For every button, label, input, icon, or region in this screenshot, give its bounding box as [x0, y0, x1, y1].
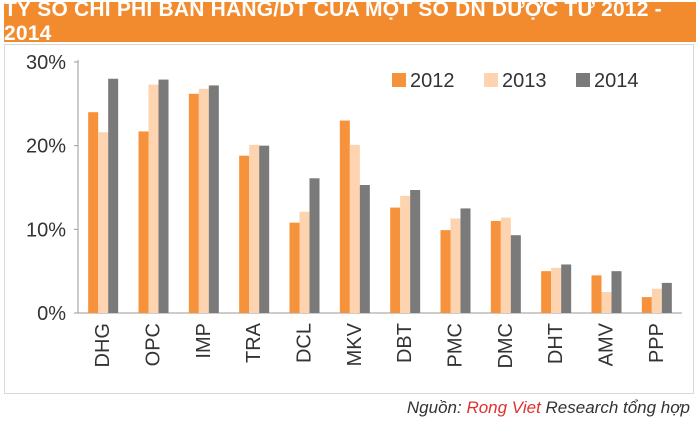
source-note: Nguồn: Rong Viet Research tổng hợp	[407, 398, 690, 418]
bar-dmc-2012	[490, 220, 501, 313]
legend-label-2012: 2012	[410, 70, 455, 92]
source-suffix: Research tổng hợp	[540, 398, 690, 417]
bar-dhg-2014	[108, 78, 119, 313]
bar-ppp-2014	[661, 282, 672, 313]
bar-pmc-2013	[450, 218, 461, 313]
bar-dhg-2013	[98, 132, 109, 313]
bar-ppp-2012	[641, 297, 652, 313]
x-tick-label: PMC	[445, 323, 467, 367]
chart-title-bar: TỶ SỐ CHI PHÍ BÁN HÀNG/DT CỦA MỘT SỐ DN …	[4, 0, 696, 45]
x-tick-label: TRA	[243, 322, 265, 363]
x-tick-label: DBT	[394, 323, 416, 363]
bar-dbt-2012	[390, 207, 401, 313]
bar-opc-2013	[148, 84, 159, 313]
source-brand: Rong Viet	[466, 398, 541, 417]
y-tick-label: 20%	[26, 136, 66, 158]
legend-label-2013: 2013	[502, 70, 547, 92]
bar-amv-2013	[601, 292, 612, 313]
bar-mkv-2013	[349, 144, 360, 313]
legend-swatch-2014	[576, 73, 590, 87]
bar-tra-2013	[249, 144, 260, 313]
bar-mkv-2014	[359, 184, 370, 313]
x-tick-label: AMV	[596, 322, 618, 366]
bar-dcl-2014	[309, 178, 320, 313]
x-tick-label: IMP	[193, 323, 215, 359]
bar-imp-2014	[208, 85, 219, 313]
y-tick-label: 30%	[26, 52, 66, 74]
bar-opc-2014	[158, 79, 169, 313]
bar-dcl-2012	[289, 222, 300, 313]
x-tick-label: OPC	[143, 323, 165, 366]
bar-imp-2012	[188, 93, 199, 313]
bar-dht-2012	[541, 271, 552, 313]
bar-amv-2012	[591, 275, 602, 313]
x-tick-label: DMC	[495, 323, 517, 369]
legend-swatch-2013	[484, 73, 498, 87]
bar-pmc-2012	[440, 230, 451, 313]
chart-frame	[4, 44, 694, 394]
x-tick-label: MKV	[344, 322, 366, 366]
bar-pmc-2014	[460, 208, 471, 313]
source-prefix: Nguồn:	[406, 398, 467, 417]
bar-dmc-2014	[510, 235, 521, 313]
bar-dht-2014	[561, 264, 572, 313]
bar-dbt-2014	[410, 190, 421, 313]
bar-tra-2012	[239, 155, 250, 313]
chart-title: TỶ SỐ CHI PHÍ BÁN HÀNG/DT CỦA MỘT SỐ DN …	[4, 0, 662, 45]
y-tick-label: 10%	[26, 219, 66, 241]
bar-dhg-2012	[88, 112, 99, 313]
bar-dht-2013	[551, 267, 562, 313]
bar-dcl-2013	[299, 211, 310, 313]
bar-opc-2012	[138, 131, 149, 313]
x-tick-label: DHT	[545, 323, 567, 364]
bar-amv-2014	[611, 271, 622, 313]
x-tick-label: PPP	[646, 323, 668, 363]
bar-ppp-2013	[651, 288, 662, 313]
bar-mkv-2012	[339, 120, 350, 313]
bar-dmc-2013	[500, 217, 511, 313]
y-tick-label: 0%	[37, 303, 66, 325]
legend-swatch-2012	[392, 73, 406, 87]
x-tick-label: DHG	[92, 323, 114, 367]
legend-label-2014: 2014	[594, 70, 639, 92]
bar-imp-2013	[198, 88, 209, 313]
x-tick-label: DCL	[294, 323, 316, 363]
bar-dbt-2013	[400, 195, 411, 313]
bar-tra-2014	[259, 145, 270, 313]
